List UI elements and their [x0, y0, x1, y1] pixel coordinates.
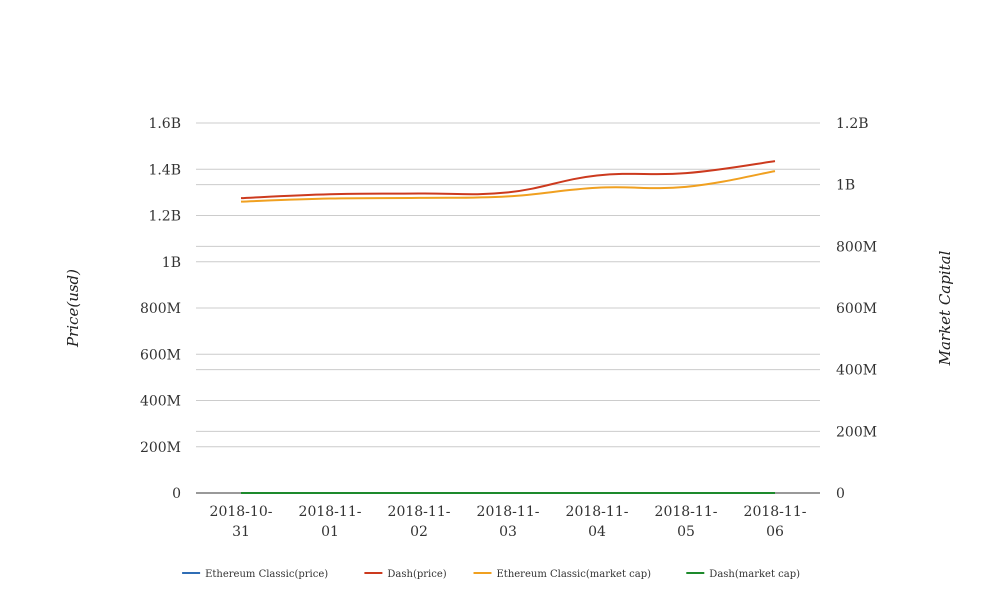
series-line-dash-price: [240, 160, 776, 200]
x-tick-label: 2018-11-06: [744, 504, 807, 540]
right-tick-label: 600M: [836, 301, 877, 317]
left-tick-label: 1B: [162, 255, 181, 271]
legend-item: Dash(market cap): [686, 569, 800, 580]
x-tick-label: 2018-10-31: [210, 504, 273, 540]
left-axis-title: Price(usd): [64, 269, 82, 348]
x-tick-label: 2018-11-03: [477, 504, 540, 540]
right-tick-label: 1B: [836, 178, 855, 194]
right-axis-ticks: 0 200M 400M 600M 800M 1B 1.2B: [836, 116, 877, 502]
left-tick-label: 800M: [140, 301, 181, 317]
right-tick-label: 400M: [836, 363, 877, 379]
left-tick-label: 400M: [140, 394, 181, 410]
left-tick-label: 1.2B: [148, 209, 181, 225]
x-tick-label: 2018-11-04: [566, 504, 629, 540]
legend-item: Ethereum Classic(price): [182, 569, 328, 580]
right-tick-label: 1.2B: [836, 116, 869, 132]
right-tick-label: 200M: [836, 424, 877, 440]
x-tick-label: 2018-11-01: [299, 504, 362, 540]
x-tick-label: 2018-11-05: [655, 504, 718, 540]
left-axis-ticks: 0 200M 400M 600M 800M 1B 1.2B 1.4B 1.6B: [140, 116, 181, 502]
legend-item: Dash(price): [364, 569, 447, 580]
series-lines: [240, 160, 776, 495]
legend: Ethereum Classic(price) Dash(price) Ethere…: [182, 569, 800, 580]
series-line-ethereum-classic-market-cap: [240, 170, 776, 203]
legend-label: Dash(price): [387, 569, 446, 580]
x-axis-ticks: 2018-10-31 2018-11-01 2018-11-02 2018-11-03…: [210, 504, 807, 540]
legend-item: Ethereum Classic(market cap): [473, 569, 652, 580]
right-axis-title: Market Capital: [936, 250, 954, 366]
left-tick-label: 600M: [140, 347, 181, 363]
right-grid: [196, 122, 820, 432]
right-tick-label: 0: [836, 486, 845, 502]
legend-label: Dash(market cap): [709, 569, 800, 580]
left-tick-label: 1.6B: [148, 116, 181, 132]
right-tick-label: 800M: [836, 239, 877, 255]
left-tick-label: 0: [172, 486, 181, 502]
x-tick-label: 2018-11-02: [388, 504, 451, 540]
left-tick-label: 1.4B: [148, 162, 181, 178]
left-tick-label: 200M: [140, 440, 181, 456]
legend-label: Ethereum Classic(market cap): [497, 569, 652, 580]
legend-label: Ethereum Classic(price): [205, 569, 328, 580]
